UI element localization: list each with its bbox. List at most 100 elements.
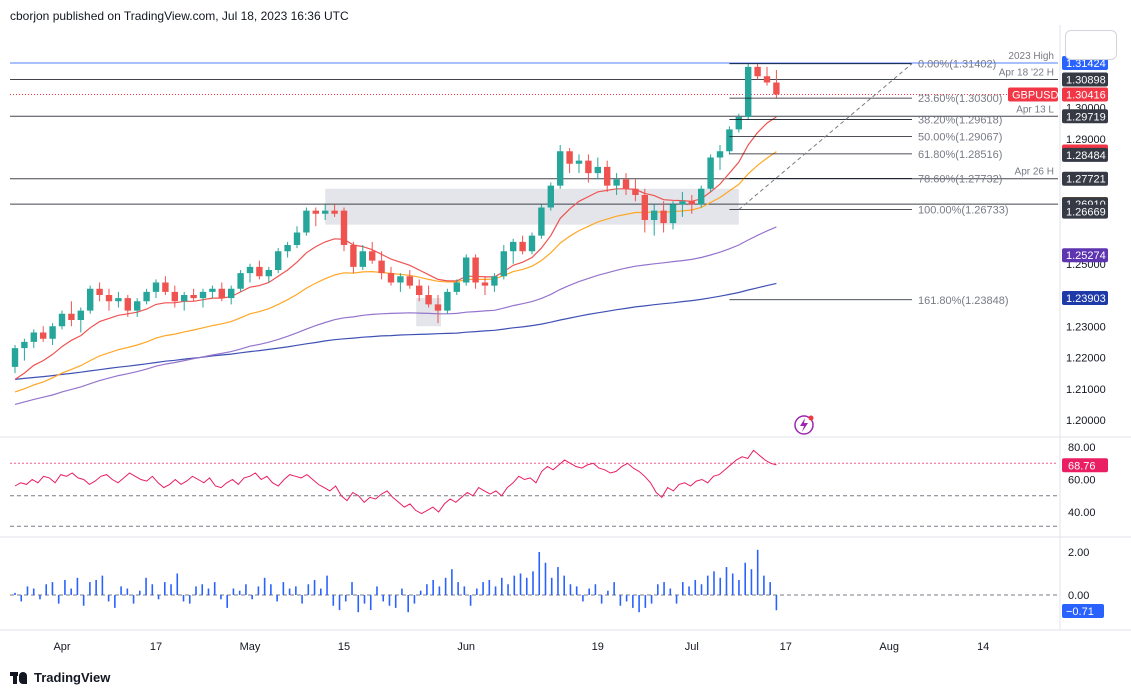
candle-body [256, 266, 263, 277]
candle-body [275, 251, 282, 270]
fib-label-5: 78.60%(1.27732) [918, 173, 1002, 185]
candle-body [575, 160, 583, 164]
price-label-5: 1.28484 [1062, 147, 1108, 162]
candle-body [11, 348, 19, 367]
candle-body [199, 291, 207, 299]
price-label-text: 1.31424 [1066, 58, 1106, 70]
candle [651, 204, 658, 236]
candle [312, 207, 319, 227]
price-tick-3: 1.23000 [1066, 321, 1106, 333]
candle-body [181, 295, 188, 302]
candle [199, 288, 207, 308]
candle-body [773, 82, 780, 95]
candle [528, 232, 536, 255]
price-label-bg [1062, 72, 1108, 87]
candle-body [716, 151, 724, 158]
candle [218, 282, 225, 302]
scale-button[interactable] [1065, 30, 1117, 60]
price-label-9: 1.26669 [1062, 204, 1108, 219]
horizontal-lines-layer: 2023 High Apr 18 '22 H Apr 13 L Apr 26 H [10, 51, 1058, 205]
candle [303, 207, 310, 236]
alert-dot [808, 415, 814, 421]
price-label-2: 1.30416 [1062, 87, 1108, 102]
candle-body [660, 210, 667, 224]
candle-body [472, 257, 479, 283]
fib-label-0: 0.00%(1.31402) [918, 59, 996, 71]
candle-body [40, 332, 47, 339]
candle [716, 145, 724, 170]
candle [350, 241, 357, 274]
candle [698, 185, 705, 208]
candle [190, 288, 197, 302]
candle [575, 154, 583, 174]
candle-body [453, 282, 460, 292]
ema-50-line [14, 151, 777, 393]
candle-body [397, 276, 404, 283]
price-label-text: 1.25274 [1066, 250, 1106, 262]
candle [519, 235, 526, 255]
candle-body [406, 276, 413, 286]
candle [143, 288, 150, 305]
candle-body [745, 66, 752, 117]
rsi-pane [10, 449, 1058, 527]
fib-label-4: 61.80%(1.28516) [918, 149, 1002, 161]
candle-body [688, 201, 695, 205]
price-label-10: 1.25274 [1062, 248, 1108, 263]
candle-body [350, 245, 357, 267]
candle-body [416, 285, 423, 295]
candle-body [293, 232, 301, 245]
candle-body [585, 160, 592, 174]
candle [124, 295, 131, 317]
candle [669, 201, 677, 230]
candle-body [566, 151, 573, 164]
price-axis: 1.300001.290001.250001.230001.220001.210… [1008, 56, 1108, 618]
candle-body [152, 282, 160, 292]
ema-20-line [14, 116, 777, 380]
candle-body [143, 291, 150, 302]
candle [763, 66, 771, 86]
candle [77, 307, 84, 333]
rsi-current-text: 68.76 [1068, 460, 1096, 472]
candle-body [96, 288, 103, 295]
candle-body [669, 204, 677, 224]
time-tick-4: Jun [457, 641, 475, 653]
candle [30, 329, 37, 349]
candle-body [444, 291, 451, 311]
candle-body [378, 260, 385, 274]
candle [171, 285, 178, 308]
rsi-tick-2: 40.00 [1068, 507, 1096, 519]
price-label-text: 1.28484 [1066, 150, 1106, 162]
candle-body [105, 295, 113, 302]
tradingview-logo-icon [10, 671, 28, 684]
candle-body [698, 188, 705, 205]
time-axis: Apr 17 May 15 Jun 19 Jul 17 Aug 14 [53, 641, 989, 653]
price-label-bg [1062, 87, 1108, 102]
candle-body [303, 210, 310, 233]
candle-body [246, 266, 254, 274]
hline-label-0: 2023 High [1008, 51, 1054, 62]
candle-body [434, 304, 442, 311]
candle-body [651, 210, 658, 220]
rsi-current-label: 68.76 [1062, 458, 1108, 473]
candle-body [604, 166, 611, 186]
lightning-icon [794, 415, 814, 435]
candle [237, 270, 244, 292]
candle-body [171, 291, 178, 302]
price-label-text: 1.29719 [1066, 111, 1106, 123]
candle-body [322, 210, 329, 214]
candle-body [481, 282, 489, 286]
fib-layer: 0.00%(1.31402) 23.60%(1.30300) 38.20%(1.29… [729, 59, 1009, 435]
candle-body [425, 295, 432, 305]
candle-body [735, 116, 742, 130]
candle [378, 251, 385, 280]
candle [585, 154, 592, 183]
rsi-line [14, 449, 777, 515]
candle [406, 270, 413, 289]
candle [293, 226, 301, 249]
candle [773, 70, 780, 99]
price-tick-6: 1.20000 [1066, 415, 1106, 427]
candle [256, 260, 263, 280]
candle-body [510, 241, 517, 252]
candle-body [369, 251, 376, 261]
